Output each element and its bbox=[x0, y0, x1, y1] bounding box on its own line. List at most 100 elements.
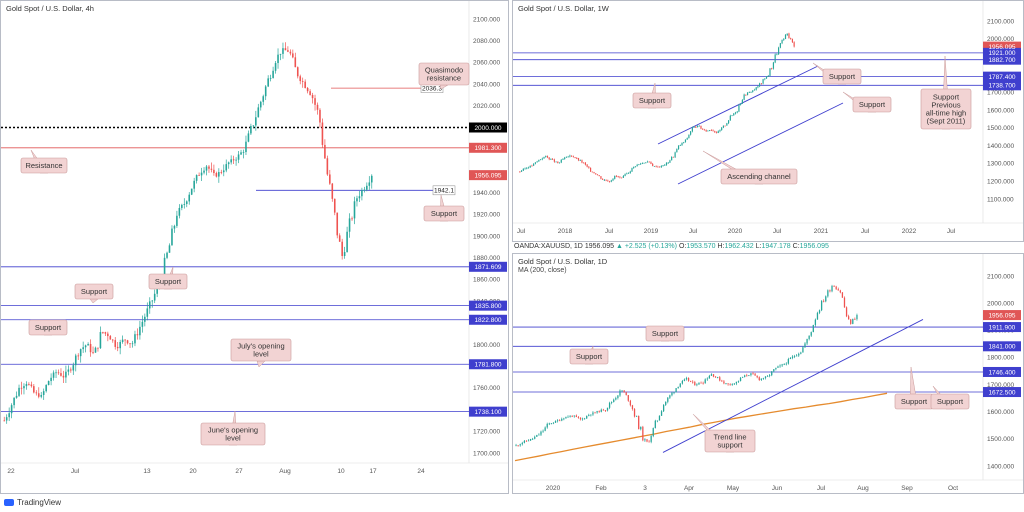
candle-body bbox=[368, 182, 371, 186]
candle-body bbox=[700, 382, 702, 384]
candle-body bbox=[23, 386, 25, 389]
candle-body bbox=[523, 440, 526, 443]
candle-body bbox=[642, 426, 644, 441]
candle-body bbox=[255, 117, 257, 126]
x-tick-label: Jul bbox=[817, 485, 826, 492]
candle-body bbox=[306, 87, 309, 92]
candle-body bbox=[257, 107, 260, 118]
candle-body bbox=[111, 339, 114, 341]
chart-4h-svg[interactable]: 2100.000 2080.000 2060.000 2040.000 2020.000… bbox=[1, 1, 509, 494]
y-tick-label: 2100.000 bbox=[473, 16, 500, 23]
candle-body bbox=[669, 160, 671, 163]
candle-body bbox=[733, 113, 735, 116]
candle-body bbox=[629, 400, 632, 406]
price-tag-label: 1956.095 bbox=[474, 172, 501, 179]
candle-body bbox=[772, 62, 775, 69]
price-tag-label: 1981.300 bbox=[474, 145, 501, 152]
chart-panel-daily[interactable]: Gold Spot / U.S. Dollar, 1D MA (200, clo… bbox=[512, 253, 1024, 494]
panel-title: Gold Spot / U.S. Dollar, 1D bbox=[518, 257, 608, 266]
candle-body bbox=[658, 166, 661, 168]
candle-body bbox=[752, 90, 754, 92]
price-tag bbox=[983, 71, 1021, 82]
price-tag bbox=[983, 322, 1021, 333]
candle-body bbox=[675, 388, 677, 393]
candle-body bbox=[600, 176, 602, 179]
x-tick-label: 2020 bbox=[546, 485, 561, 492]
x-tick-label: Oct bbox=[948, 485, 958, 492]
candle-body bbox=[13, 397, 15, 406]
candle-body bbox=[309, 91, 311, 95]
candle-body bbox=[316, 104, 319, 110]
candle-body bbox=[97, 347, 99, 349]
candle-body bbox=[617, 395, 619, 399]
candle-body bbox=[18, 387, 20, 396]
candle-body bbox=[70, 369, 72, 371]
candle-body bbox=[636, 164, 638, 167]
x-tick-label: Jun bbox=[772, 485, 783, 492]
candle-body bbox=[734, 112, 737, 114]
x-tick-label: 2018 bbox=[558, 228, 573, 235]
candle-body bbox=[531, 165, 533, 167]
candle-body bbox=[619, 176, 621, 178]
tradingview-footer[interactable]: TradingView bbox=[4, 498, 61, 507]
candle-body bbox=[8, 413, 10, 418]
candle-body bbox=[600, 409, 602, 412]
candle-body bbox=[62, 375, 65, 378]
candle-body bbox=[558, 162, 561, 164]
candle-body bbox=[545, 155, 547, 157]
candle-body bbox=[284, 48, 287, 51]
candle-body bbox=[52, 372, 55, 378]
inline-tag-label: 2036.3 bbox=[422, 85, 442, 92]
candle-body bbox=[550, 159, 552, 160]
x-tick-label: 10 bbox=[337, 468, 345, 475]
candle-body bbox=[119, 341, 121, 349]
candle-body bbox=[604, 410, 607, 412]
chart-panel-4h[interactable]: Gold Spot / U.S. Dollar, 4h 2100.000 2080… bbox=[0, 0, 509, 494]
x-tick-label: Aug bbox=[857, 485, 869, 492]
chart-weekly-svg[interactable]: 2100.0002000.0001900.0001800.0001700.000… bbox=[513, 1, 1024, 242]
candle-body bbox=[652, 163, 654, 167]
candle-body bbox=[839, 290, 841, 293]
price-tag-label: 1738.100 bbox=[474, 409, 501, 416]
price-tag-label: 1956.095 bbox=[988, 312, 1015, 319]
candle-body bbox=[348, 218, 351, 232]
candle-body bbox=[623, 390, 625, 393]
candle-body bbox=[771, 371, 773, 376]
chart-daily-svg[interactable]: 2100.0002000.0001900.0001800.0001700.000… bbox=[513, 254, 1024, 494]
candle-body bbox=[696, 125, 699, 128]
annotation-label: Support bbox=[937, 397, 964, 406]
candle-body bbox=[707, 130, 709, 132]
candle-body bbox=[299, 76, 302, 82]
candle-body bbox=[562, 159, 564, 160]
chart-panel-weekly[interactable]: Gold Spot / U.S. Dollar, 1W 2100.000 2000… bbox=[512, 0, 1024, 242]
candle-body bbox=[561, 418, 563, 421]
candle-body bbox=[213, 169, 215, 174]
inline-tag bbox=[432, 185, 456, 196]
candle-body bbox=[517, 445, 519, 447]
candle-body bbox=[237, 154, 240, 160]
candle-body bbox=[695, 126, 697, 128]
candle-body bbox=[541, 158, 543, 160]
candle-body bbox=[602, 178, 604, 180]
candle-body bbox=[598, 175, 600, 177]
candle-body bbox=[319, 109, 321, 123]
candle-body bbox=[252, 125, 255, 127]
candle-body bbox=[656, 420, 659, 422]
candle-body bbox=[589, 167, 592, 172]
annotation-label: Quasimodo resistance bbox=[425, 66, 463, 83]
price-tag-label: 1871.609 bbox=[474, 264, 501, 271]
candle-body bbox=[740, 103, 742, 105]
y-tick-label: 1720.000 bbox=[473, 429, 500, 436]
price-tag-label: 1822.800 bbox=[474, 317, 501, 324]
candle-body bbox=[665, 162, 668, 165]
candle-body bbox=[595, 173, 597, 175]
candle-body bbox=[534, 436, 536, 439]
candle-body bbox=[648, 441, 650, 443]
candle-body bbox=[784, 34, 787, 39]
candle-body bbox=[640, 163, 642, 165]
y-tick-label: 1700.000 bbox=[987, 382, 1014, 389]
candle-body bbox=[650, 162, 652, 164]
candle-body bbox=[220, 172, 223, 173]
candle-body bbox=[89, 343, 92, 353]
candle-body bbox=[652, 428, 654, 437]
